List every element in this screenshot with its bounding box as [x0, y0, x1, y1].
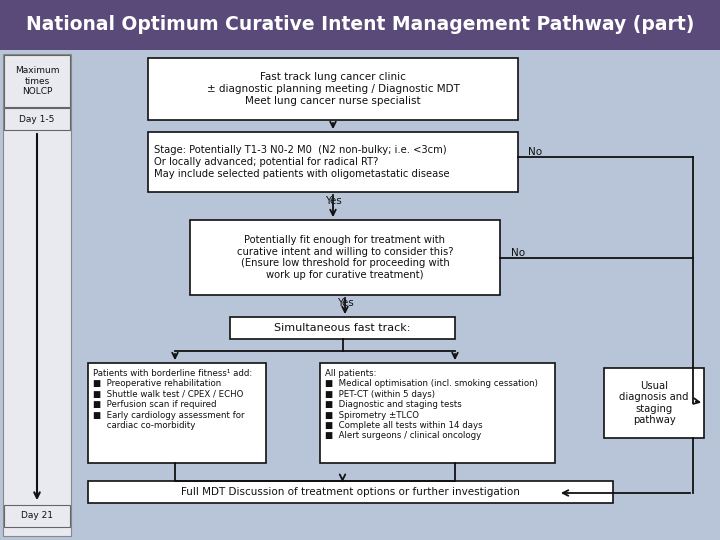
- Bar: [148, 58, 518, 120]
- Bar: [190, 220, 500, 295]
- Bar: [4, 108, 70, 130]
- Text: All patients:
■  Medical optimisation (incl. smoking cessation)
■  PET-CT (withi: All patients: ■ Medical optimisation (in…: [325, 369, 538, 441]
- Text: Yes: Yes: [337, 298, 354, 308]
- Text: No: No: [511, 247, 525, 258]
- Text: Stage: Potentially T1-3 N0-2 M0  (N2 non-bulky; i.e. <3cm)
Or locally advanced; : Stage: Potentially T1-3 N0-2 M0 (N2 non-…: [154, 145, 449, 179]
- Bar: [88, 481, 613, 503]
- Bar: [88, 363, 266, 463]
- Text: No: No: [528, 147, 543, 157]
- Text: Usual
diagnosis and
staging
pathway: Usual diagnosis and staging pathway: [619, 381, 689, 426]
- Text: Potentially fit enough for treatment with
curative intent and willing to conside: Potentially fit enough for treatment wit…: [237, 235, 454, 280]
- Text: Maximum
times
NOLCP: Maximum times NOLCP: [14, 66, 59, 96]
- Text: Fast track lung cancer clinic
± diagnostic planning meeting / Diagnostic MDT
Mee: Fast track lung cancer clinic ± diagnost…: [207, 72, 459, 106]
- Bar: [320, 363, 555, 463]
- Bar: [148, 132, 518, 192]
- Bar: [230, 317, 455, 339]
- Bar: [0, 0, 720, 50]
- Text: Simultaneous fast track:: Simultaneous fast track:: [274, 323, 410, 333]
- Bar: [604, 368, 704, 438]
- Bar: [4, 55, 70, 107]
- Text: Full MDT Discussion of treatment options or further investigation: Full MDT Discussion of treatment options…: [181, 487, 520, 497]
- Bar: [3, 54, 71, 536]
- Text: National Optimum Curative Intent Management Pathway (part): National Optimum Curative Intent Managem…: [26, 16, 694, 35]
- Text: Day 21: Day 21: [21, 511, 53, 521]
- Bar: [4, 505, 70, 527]
- Text: Yes: Yes: [325, 196, 341, 206]
- Text: Patients with borderline fitness¹ add:
■  Preoperative rehabilitation
■  Shuttle: Patients with borderline fitness¹ add: ■…: [93, 369, 252, 430]
- Text: Day 1-5: Day 1-5: [19, 114, 55, 124]
